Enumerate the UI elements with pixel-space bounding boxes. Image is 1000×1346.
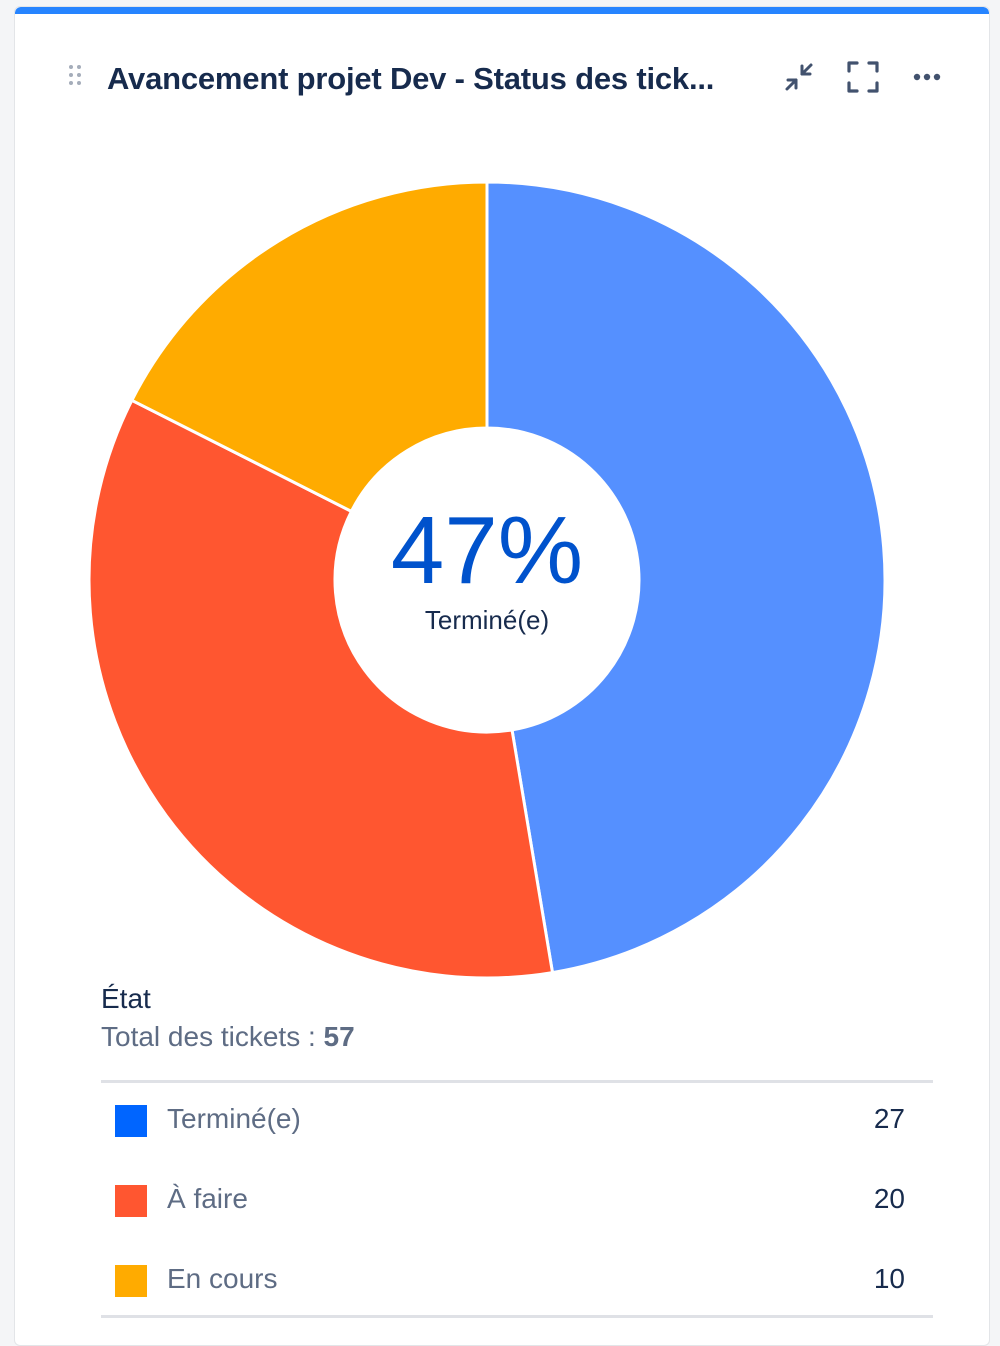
- legend-value: 27: [873, 1103, 905, 1134]
- dashboard-gadget-card: Avancement projet Dev - Status des tick.…: [14, 6, 990, 1346]
- pie-slice-todo[interactable]: [87, 398, 555, 980]
- legend-row-inprogress[interactable]: En cours 10: [101, 1241, 933, 1321]
- donut-svg: [87, 180, 887, 980]
- legend-value: 20: [873, 1183, 905, 1214]
- donut-hole: [336, 429, 638, 731]
- donut-chart: 47% Terminé(e): [15, 157, 989, 997]
- collapse-icon[interactable]: [779, 57, 819, 97]
- card-header: Avancement projet Dev - Status des tick.…: [15, 47, 989, 117]
- more-icon[interactable]: [907, 57, 947, 97]
- legend-label: En cours: [167, 1263, 278, 1294]
- legend-swatch-inprogress: [115, 1265, 147, 1297]
- legend-label: À faire: [167, 1183, 248, 1214]
- legend-value: 10: [873, 1263, 905, 1294]
- legend-swatch-done: [115, 1105, 147, 1137]
- legend-total: Total des tickets : 57: [101, 1021, 355, 1053]
- center-label: Terminé(e): [424, 605, 550, 635]
- pie-slice-inprogress[interactable]: [129, 180, 489, 514]
- legend-title: État: [101, 983, 151, 1014]
- drag-handle-icon[interactable]: [67, 63, 83, 87]
- gadget-title: Avancement projet Dev - Status des tick.…: [107, 61, 715, 96]
- center-percent: 47%: [390, 497, 584, 604]
- legend-swatch-todo: [115, 1185, 147, 1217]
- legend-total-label: Total des tickets :: [101, 1021, 324, 1052]
- card-top-accent: [15, 7, 989, 14]
- legend-total-value: 57: [323, 1021, 355, 1052]
- legend-divider-top: [101, 1080, 933, 1083]
- legend-label: Terminé(e): [167, 1103, 301, 1134]
- legend-row-todo[interactable]: À faire 20: [101, 1161, 933, 1241]
- legend-row-done[interactable]: Terminé(e) 27: [101, 1081, 933, 1161]
- pie-slice-done[interactable]: [485, 180, 887, 975]
- fullscreen-icon[interactable]: [843, 57, 883, 97]
- legend-divider-bottom: [101, 1315, 933, 1318]
